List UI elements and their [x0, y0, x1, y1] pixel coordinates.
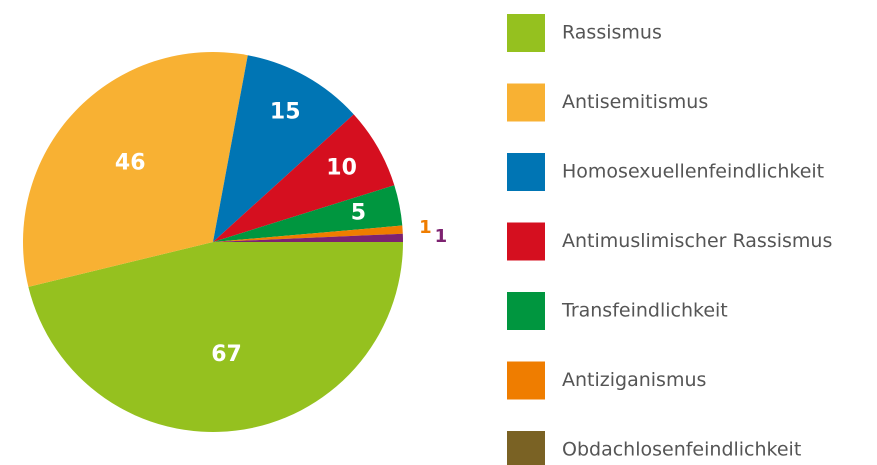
legend-swatch: [507, 292, 545, 330]
pie-slice: [213, 114, 395, 242]
data-label: 10: [326, 155, 357, 180]
legend-label: Obdachlosenfeindlichkeit: [562, 439, 801, 461]
data-label: 1: [435, 226, 448, 247]
data-label: 46: [115, 151, 146, 176]
legend-label: Homosexuellenfeindlichkeit: [562, 161, 824, 183]
legend-label: Rassismus: [562, 22, 662, 44]
data-label: 5: [351, 200, 366, 225]
legend-swatch: [507, 83, 545, 122]
pie-slice: [213, 55, 354, 242]
pie-slice: [23, 51, 248, 287]
data-label: 1: [419, 217, 432, 238]
legend-label: Antiziganismus: [562, 369, 706, 391]
legend-swatch: [507, 153, 545, 191]
pie-slice: [213, 233, 403, 242]
legend-swatch: [507, 14, 545, 52]
pie-slice: [213, 185, 403, 242]
legend-label: Transfeindlichkeit: [561, 300, 728, 322]
data-label: 15: [270, 100, 301, 125]
legend-label: Antisemitismus: [562, 91, 708, 113]
legend-label: Antimuslimischer Rassismus: [562, 230, 832, 252]
legend-swatch: [507, 222, 545, 261]
data-label: 67: [211, 342, 242, 367]
legend-swatch: [507, 361, 545, 400]
legend-swatch: [507, 431, 545, 465]
pie-slice: [28, 242, 404, 433]
pie-slice: [213, 225, 403, 242]
